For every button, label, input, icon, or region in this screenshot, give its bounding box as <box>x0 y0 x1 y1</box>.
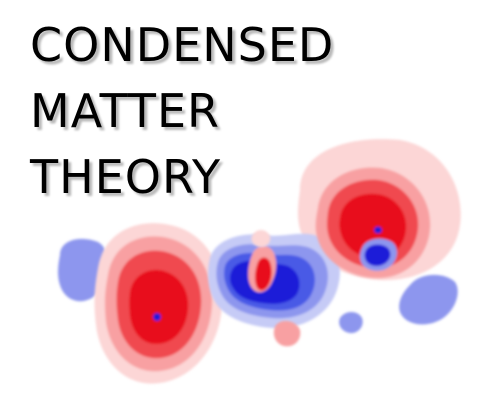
title-line-matter: MATTER <box>30 84 220 138</box>
logo-title: CONDENSED MATTER THEORY <box>30 12 334 210</box>
central-negative-lobe <box>208 233 340 329</box>
right-positive-lobe <box>315 167 431 278</box>
central-positive-spots <box>251 230 301 347</box>
title-line-theory: THEORY <box>30 150 222 204</box>
title-line-condensed: CONDENSED <box>30 18 335 72</box>
right-negative-blob <box>339 274 458 334</box>
left-positive-lobe <box>94 223 223 384</box>
